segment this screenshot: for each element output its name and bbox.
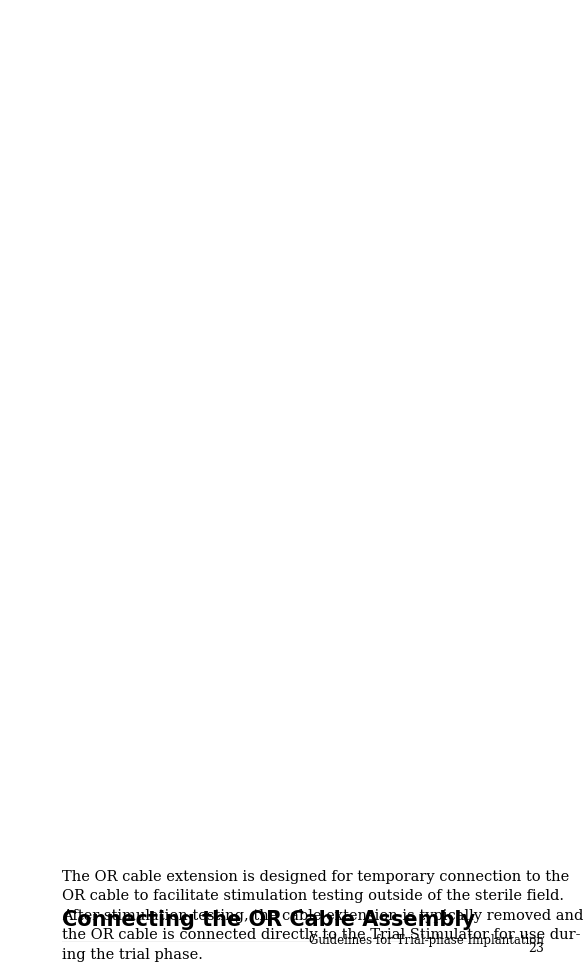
Text: Guidelines for Trial-phase Implantation: Guidelines for Trial-phase Implantation (309, 934, 544, 947)
Text: ing the trial phase.: ing the trial phase. (62, 948, 203, 962)
Text: 23: 23 (528, 942, 544, 955)
Text: The OR cable extension is designed for temporary connection to the: The OR cable extension is designed for t… (62, 870, 569, 884)
Text: the OR cable is connected directly to the Trial Stimulator for use dur-: the OR cable is connected directly to th… (62, 928, 581, 943)
Text: After stimulation testing, the cable extension is typically removed and: After stimulation testing, the cable ext… (62, 909, 584, 923)
Text: OR cable to facilitate stimulation testing outside of the sterile field.: OR cable to facilitate stimulation testi… (62, 889, 564, 904)
Text: Connecting the OR Cable Assembly: Connecting the OR Cable Assembly (62, 910, 475, 930)
